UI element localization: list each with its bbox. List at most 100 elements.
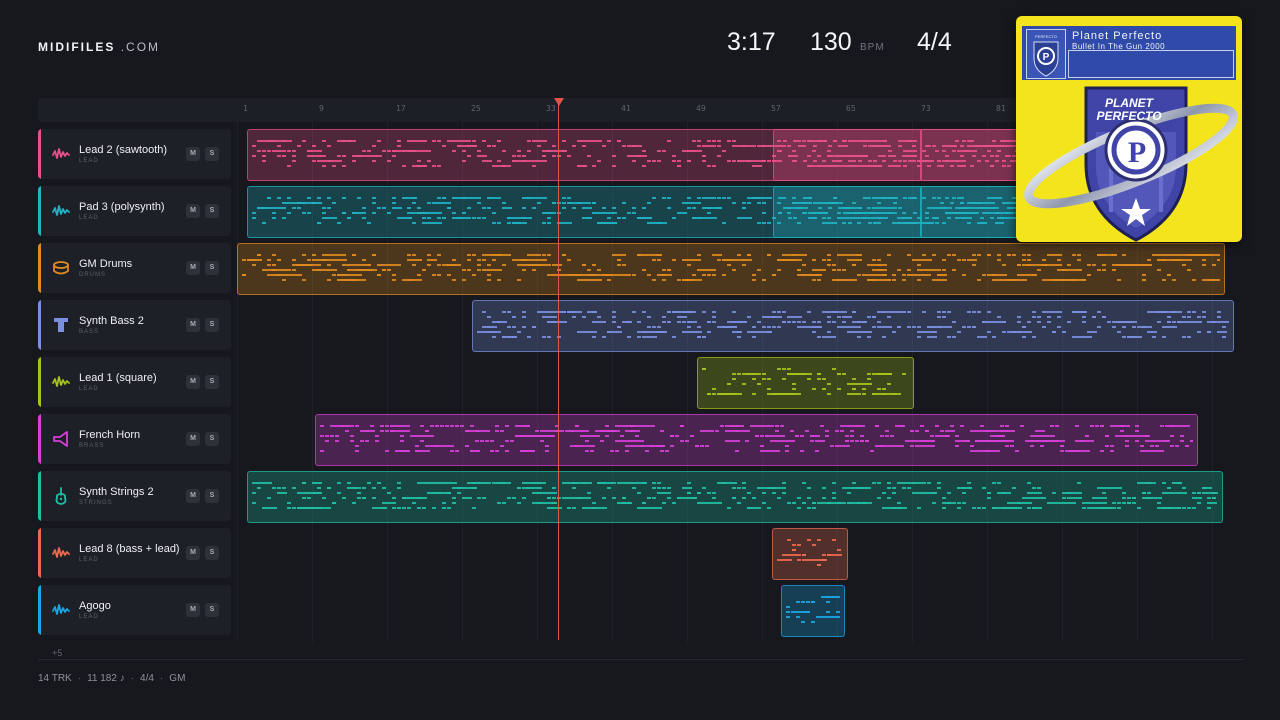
track-header[interactable]: GM Drums DRUMS M S: [38, 243, 231, 293]
track-header[interactable]: Pad 3 (polysynth) LEAD M S: [38, 186, 231, 236]
track-name: Lead 2 (sawtooth): [79, 144, 168, 156]
track-color-stripe: [38, 243, 41, 293]
grid-line: [462, 122, 463, 642]
track-name: Lead 1 (square): [79, 372, 157, 384]
solo-button[interactable]: S: [205, 489, 219, 503]
drum-icon: [52, 259, 70, 277]
midi-clip[interactable]: [772, 528, 848, 580]
cover-wordmark-perfecto: PERFECTO: [1096, 109, 1162, 123]
cover-shield-emblem: P: [1024, 86, 1238, 242]
track-color-stripe: [38, 585, 41, 635]
track-name: GM Drums: [79, 258, 133, 270]
track-color-stripe: [38, 186, 41, 236]
track-color-stripe: [38, 414, 41, 464]
wave-icon: [52, 373, 70, 391]
bass-icon: [52, 316, 70, 334]
track-name: Lead 8 (bass + lead): [79, 543, 180, 555]
solo-button[interactable]: S: [205, 375, 219, 389]
mute-button[interactable]: M: [186, 318, 200, 332]
track-color-stripe: [38, 471, 41, 521]
track-name: Synth Bass 2: [79, 315, 144, 327]
track-header[interactable]: Agogo LEAD M S: [38, 585, 231, 635]
track-name: Pad 3 (polysynth): [79, 201, 165, 213]
track-category: BRASS: [79, 443, 105, 449]
ruler-bar-label: 57: [771, 104, 781, 113]
solo-button[interactable]: S: [205, 261, 219, 275]
midi-clip[interactable]: [697, 357, 914, 409]
solo-button[interactable]: S: [205, 432, 219, 446]
midi-clip[interactable]: [247, 471, 1223, 523]
track-color-stripe: [38, 129, 41, 179]
track-color-stripe: [38, 528, 41, 578]
solo-button[interactable]: S: [205, 147, 219, 161]
solo-button[interactable]: S: [205, 546, 219, 560]
elapsed-time: 3:17: [727, 28, 776, 56]
divider: [38, 659, 1244, 660]
track-name: French Horn: [79, 429, 141, 441]
midi-clip[interactable]: [773, 129, 922, 181]
note-count: 11 182 ♪: [87, 673, 125, 684]
track-header[interactable]: Lead 1 (square) LEAD M S: [38, 357, 231, 407]
grid-line: [312, 122, 313, 642]
track-header[interactable]: Synth Bass 2 BASS M S: [38, 300, 231, 350]
mute-button[interactable]: M: [186, 147, 200, 161]
mute-button[interactable]: M: [186, 603, 200, 617]
midi-clip[interactable]: [773, 186, 922, 238]
ruler-bar-label: 33: [546, 104, 556, 113]
ruler-bar-label: 17: [396, 104, 406, 113]
solo-button[interactable]: S: [205, 318, 219, 332]
footer-signature: 4/4: [140, 673, 154, 684]
horn-icon: [52, 430, 70, 448]
midi-clip[interactable]: [781, 585, 845, 637]
cover-title: Bullet In The Gun 2000: [1072, 42, 1166, 51]
mute-button[interactable]: M: [186, 432, 200, 446]
grid-line: [237, 122, 238, 642]
midi-standard: GM: [169, 673, 186, 684]
grid-line: [837, 122, 838, 642]
guitar-icon: [52, 487, 70, 505]
grid-line: [1212, 122, 1213, 642]
status-bar: 14 TRK · 11 182 ♪ · 4/4 · GM: [38, 673, 186, 684]
ruler-bar-label: 73: [921, 104, 931, 113]
tempo-unit: BPM: [860, 42, 885, 53]
grid-line: [762, 122, 763, 642]
ruler-bar-label: 41: [621, 104, 631, 113]
wave-icon: [52, 145, 70, 163]
midi-clip[interactable]: [315, 414, 1198, 466]
logo-bold-text: MIDIFILES: [38, 40, 116, 54]
track-category: LEAD: [79, 614, 99, 620]
midi-clip[interactable]: [247, 129, 1022, 181]
grid-line: [1137, 122, 1138, 642]
midi-clip[interactable]: [472, 300, 1234, 352]
solo-button[interactable]: S: [205, 603, 219, 617]
playhead-handle[interactable]: [554, 98, 564, 106]
solo-button[interactable]: S: [205, 204, 219, 218]
track-color-stripe: [38, 300, 41, 350]
track-header[interactable]: French Horn BRASS M S: [38, 414, 231, 464]
mute-button[interactable]: M: [186, 546, 200, 560]
grid-line: [987, 122, 988, 642]
track-header[interactable]: Lead 2 (sawtooth) LEAD M S: [38, 129, 231, 179]
mute-button[interactable]: M: [186, 375, 200, 389]
site-logo[interactable]: MIDIFILES .COM: [38, 40, 160, 54]
track-header[interactable]: Lead 8 (bass + lead) LEAD M S: [38, 528, 231, 578]
wave-icon: [52, 544, 70, 562]
cover-wordmark-planet: PLANET: [1105, 96, 1153, 110]
track-category: BASS: [79, 329, 100, 335]
mute-button[interactable]: M: [186, 204, 200, 218]
svg-text:P: P: [1043, 52, 1050, 63]
tempo-value: 130: [810, 28, 852, 56]
more-tracks-indicator[interactable]: +5: [52, 648, 63, 658]
ruler-bar-label: 81: [996, 104, 1006, 113]
track-count: 14 TRK: [38, 673, 72, 684]
mute-button[interactable]: M: [186, 261, 200, 275]
ruler-bar-label: 49: [696, 104, 706, 113]
midi-clip[interactable]: [237, 243, 1225, 295]
grid-line: [612, 122, 613, 642]
track-category: STRINGS: [79, 500, 113, 506]
track-header[interactable]: Synth Strings 2 STRINGS M S: [38, 471, 231, 521]
grid-line: [912, 122, 913, 642]
playhead[interactable]: [558, 100, 559, 640]
mute-button[interactable]: M: [186, 489, 200, 503]
grid-line: [1062, 122, 1063, 642]
